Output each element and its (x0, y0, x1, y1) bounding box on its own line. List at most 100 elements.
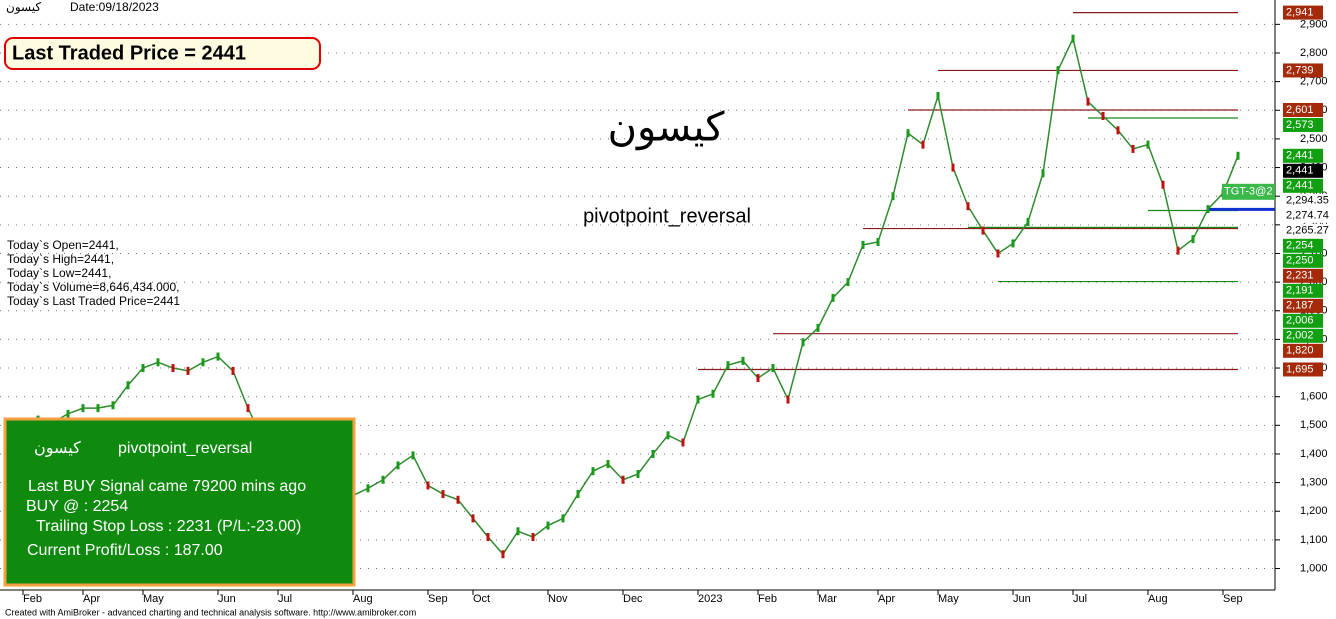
y-tick-label: 1,000 (1300, 562, 1328, 574)
y-tick-label: 1,200 (1300, 505, 1328, 517)
x-tick-label: Sep (1223, 593, 1243, 605)
price-bar (636, 470, 640, 479)
info: Today`s Open=2441,Today`s High=2441,Toda… (7, 238, 180, 308)
price-bar (366, 484, 370, 493)
price-badge (1283, 328, 1323, 343)
panel-line: Trailing Stop Loss : 2231 (P/L:-23.00) (36, 518, 301, 535)
panel-line: Current Profit/Loss : 187.00 (27, 542, 223, 559)
price-box (4, 37, 321, 70)
panel-line: Last BUY Signal came 79200 mins ago (28, 478, 306, 495)
price-bar (531, 533, 535, 542)
price-bar (891, 192, 895, 201)
price-bar (1206, 205, 1210, 214)
price-badge (1283, 63, 1323, 78)
info-line: Today`s Volume=8,646,434.000, (7, 280, 179, 294)
price-badge-label: 2,601 (1286, 104, 1314, 116)
signal-panel (3, 417, 356, 587)
price-bar (1146, 140, 1150, 149)
price-bar (951, 163, 955, 172)
price-bar (666, 431, 670, 440)
x-tick-label: Aug (1148, 593, 1168, 605)
date: Date:09/18/2023 (70, 0, 159, 14)
price-bar (1011, 239, 1015, 248)
price-badge (1283, 163, 1323, 178)
y-tick-label: 1,600 (1300, 391, 1328, 403)
price-badge-label: 2,294.35 (1286, 195, 1329, 207)
price-badge-label: 2,002 (1286, 330, 1314, 342)
price-bar (936, 91, 940, 100)
price-bar (711, 389, 715, 398)
price-badge-label: 2,254 (1286, 240, 1314, 252)
price-bar (456, 495, 460, 504)
x-tick-label: Jun (1013, 593, 1031, 605)
price-bar (1161, 180, 1165, 189)
price-badge-label: 2,231 (1286, 270, 1314, 282)
price-bar (141, 364, 145, 373)
x-tick-label: Apr (83, 593, 100, 605)
price-badge (1283, 362, 1323, 377)
price-badge-label: 1,820 (1286, 345, 1314, 357)
price-bar (846, 278, 850, 287)
y-tick-label: 2,900 (1300, 18, 1328, 30)
y-tick-label: 1,500 (1300, 419, 1328, 431)
y-tick-label: 2,700 (1300, 76, 1328, 88)
price-badge (1283, 238, 1323, 253)
price-bar (591, 467, 595, 476)
price-badge (1283, 283, 1323, 298)
price-bar (471, 514, 475, 523)
price-badge (1283, 253, 1323, 268)
price-badge-label: 2,250 (1286, 255, 1314, 267)
price-bar (111, 401, 115, 410)
price-badge (1283, 223, 1336, 238)
price-badge-label: 2,006 (1286, 315, 1314, 327)
price-bar (966, 202, 970, 211)
price-bar (426, 481, 430, 490)
price-bar (1176, 246, 1180, 255)
price-bar (1191, 235, 1195, 244)
price-bar (576, 490, 580, 499)
x-tick-label: Jun (218, 593, 236, 605)
info-line: Today`s Low=2441, (7, 266, 111, 280)
strategy: pivotpoint_reversal (583, 205, 751, 227)
last-price: Last Traded Price = 2441 (12, 42, 246, 64)
price-badge-label: 2,441 (1286, 165, 1314, 177)
price-bar (861, 240, 865, 249)
price-badge-label: 2,941 (1286, 7, 1314, 19)
price-badge-label: 2,274.74 (1286, 210, 1329, 222)
price-bar (816, 323, 820, 332)
y-tick-label: 2,800 (1300, 47, 1328, 59)
price-bar (726, 361, 730, 370)
info-line: Today`s High=2441, (7, 252, 114, 266)
price-bar (486, 533, 490, 542)
price-bar (411, 451, 415, 460)
x-tick-label: May (143, 593, 164, 605)
info-line: Today`s Open=2441, (7, 238, 119, 252)
price-bar (981, 226, 985, 235)
price-badge (1283, 208, 1336, 223)
price-bar (621, 475, 625, 484)
price-badge-label: 2,739 (1286, 64, 1314, 76)
panel-symbol: كيسون (34, 440, 81, 457)
price-bar (246, 404, 250, 413)
price-bar (156, 358, 160, 367)
price-bar (906, 129, 910, 138)
price-bar (696, 395, 700, 404)
price-badge (1283, 268, 1323, 283)
price-bar (186, 366, 190, 375)
x-tick-label: Jul (1073, 593, 1087, 605)
price-bar (681, 438, 685, 447)
price-bar (546, 521, 550, 530)
price-bar (1086, 97, 1090, 106)
price-badge-label: 2,265.27 (1286, 225, 1329, 237)
x-tick-label: Oct (473, 593, 490, 605)
x-tick-label: Apr (878, 593, 895, 605)
panel-strategy: pivotpoint_reversal (118, 440, 252, 457)
price-badge (1283, 343, 1323, 358)
price-bar (1071, 34, 1075, 43)
y-tick-label: 2,500 (1300, 133, 1328, 145)
price-bar (1131, 144, 1135, 153)
price-bar (1056, 66, 1060, 75)
plot: TGT-3@2 (7, 12, 1275, 559)
